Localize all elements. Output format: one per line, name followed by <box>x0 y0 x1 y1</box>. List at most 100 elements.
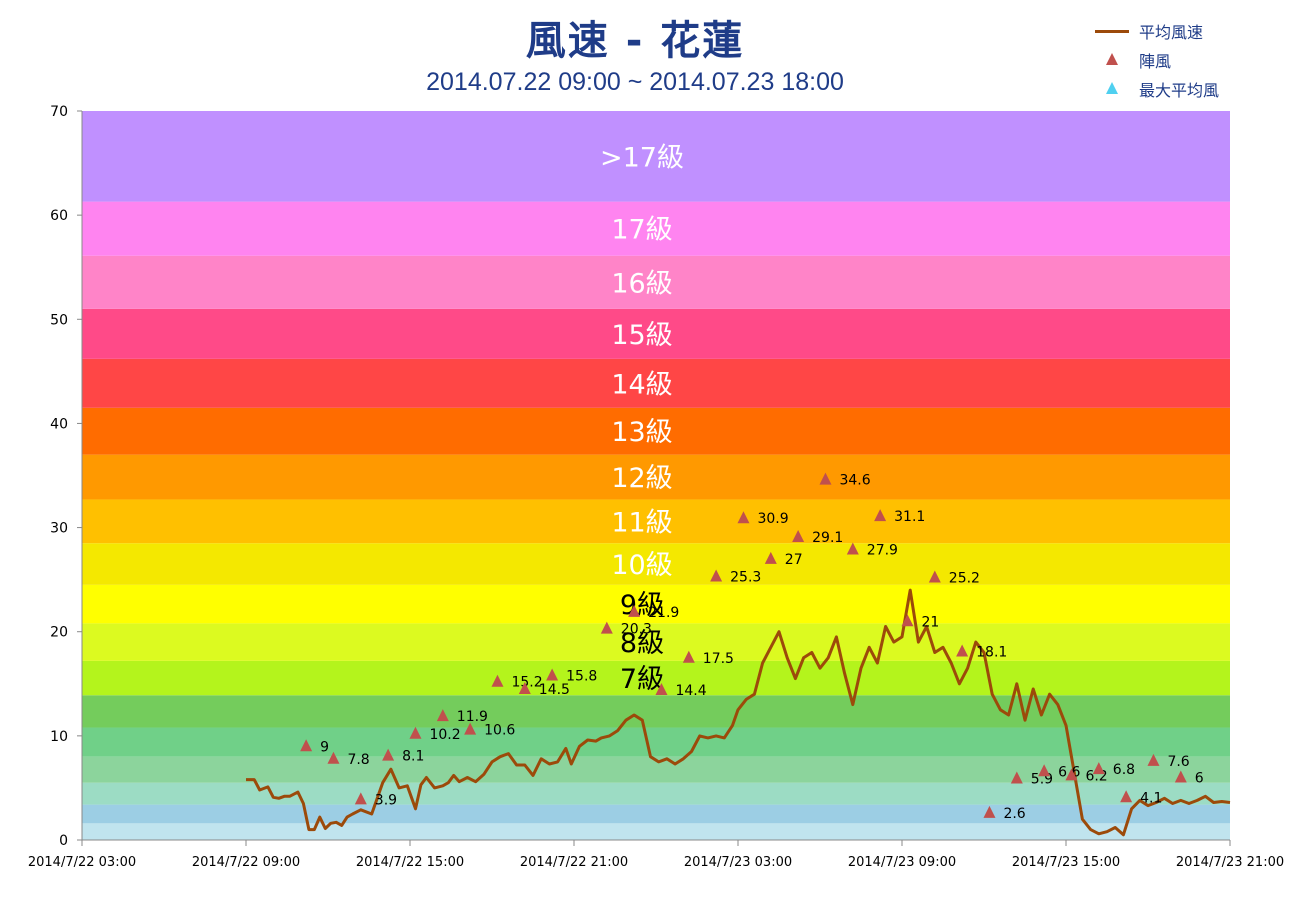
gust-data-label: 25.3 <box>730 570 761 586</box>
mean-wind-line <box>246 588 1231 837</box>
x-tick-label: 2014/7/23 09:00 <box>848 855 956 870</box>
gust-data-label: 15.8 <box>566 668 597 684</box>
gust-marker <box>928 570 941 583</box>
y-tick-label: 40 <box>50 416 68 432</box>
gust-data-label: 27.9 <box>867 542 898 558</box>
gust-marker <box>1174 770 1187 783</box>
x-tick-label: 2014/7/22 21:00 <box>520 855 628 870</box>
legend-label-mean: 平均風速 <box>1139 22 1204 42</box>
gust-data-label: 10.2 <box>429 727 460 743</box>
gust-data-label: 27 <box>785 552 803 568</box>
chart-title: 風速 - 花蓮 <box>525 18 745 64</box>
beaufort-band <box>82 623 1230 661</box>
gust-marker <box>436 709 449 722</box>
gust-marker <box>518 681 531 694</box>
gust-marker <box>600 621 613 634</box>
beaufort-band <box>82 255 1230 309</box>
gust-data-label: 31.1 <box>894 509 925 525</box>
gust-data-label: 20.3 <box>621 622 652 638</box>
gust-data-label: 15.2 <box>511 675 542 691</box>
band-label: >17級 <box>600 142 684 173</box>
gust-data-label: 6 <box>1195 771 1204 787</box>
band-label: 8級 <box>620 628 664 659</box>
gust-marker <box>901 614 914 627</box>
gust-marker <box>682 650 695 663</box>
beaufort-band <box>82 407 1230 455</box>
band-label: 14級 <box>611 369 672 400</box>
chart-legend: 平均風速 陣風 最大平均風 <box>1095 16 1219 103</box>
gust-data-label: 8.1 <box>402 749 424 765</box>
beaufort-band <box>82 584 1230 624</box>
gust-marker <box>1065 768 1078 781</box>
beaufort-band <box>82 782 1230 805</box>
gust-marker <box>956 644 969 657</box>
band-label: 16級 <box>611 268 672 299</box>
y-tick-label: 50 <box>50 312 68 328</box>
beaufort-band <box>82 308 1230 359</box>
band-label: 7級 <box>620 664 664 695</box>
y-tick-label: 20 <box>50 625 68 641</box>
chart-subtitle: 2014.07.22 09:00 ~ 2014.07.23 18:00 <box>426 68 844 96</box>
gust-marker <box>655 683 668 696</box>
band-label: 12級 <box>611 463 672 494</box>
beaufort-band <box>82 499 1230 544</box>
gust-marker <box>710 569 723 582</box>
beaufort-band <box>82 358 1230 408</box>
gust-data-label: 21.9 <box>648 605 679 621</box>
beaufort-band <box>82 823 1230 840</box>
gust-data-label: 10.6 <box>484 723 515 739</box>
gust-marker <box>1010 771 1023 784</box>
y-tick-label: 70 <box>50 104 68 120</box>
legend-item-mean: 平均風速 <box>1095 16 1219 45</box>
gust-data-label: 7.8 <box>347 752 369 768</box>
gust-data-label: 11.9 <box>457 709 488 725</box>
gust-marker <box>382 748 395 761</box>
gust-marker <box>1092 762 1105 775</box>
legend-label-max-mean: 最大平均風 <box>1139 80 1220 100</box>
gust-marker <box>300 739 313 752</box>
beaufort-band <box>82 201 1230 256</box>
gust-marker <box>737 511 750 524</box>
gust-marker <box>464 722 477 735</box>
y-tick-label: 30 <box>50 521 68 537</box>
beaufort-band <box>82 543 1230 585</box>
gust-data-label: 2.6 <box>1003 806 1025 822</box>
legend-triangle-icon <box>1095 50 1131 70</box>
beaufort-band <box>82 727 1230 757</box>
gust-marker <box>327 751 340 764</box>
band-label: 17級 <box>611 215 672 246</box>
x-tick-label: 2014/7/23 15:00 <box>1012 855 1120 870</box>
gust-data-label: 4.1 <box>1140 790 1162 806</box>
gust-data-label: 29.1 <box>812 530 843 546</box>
legend-line-icon <box>1095 21 1131 41</box>
gust-marker <box>1147 753 1160 766</box>
gust-marker <box>764 551 777 564</box>
band-label: 13級 <box>611 417 672 448</box>
y-tick-label: 10 <box>50 729 68 745</box>
gust-data-label: 25.2 <box>949 571 980 587</box>
legend-label-gust: 陣風 <box>1139 51 1172 71</box>
beaufort-band <box>82 454 1230 500</box>
beaufort-band <box>82 804 1230 824</box>
gust-marker <box>628 604 641 617</box>
x-tick-label: 2014/7/22 15:00 <box>356 855 464 870</box>
gust-data-label: 30.9 <box>757 511 788 527</box>
beaufort-band <box>82 660 1230 696</box>
beaufort-band <box>82 111 1230 202</box>
gust-marker <box>409 726 422 739</box>
legend-item-max-mean: 最大平均風 <box>1095 74 1219 103</box>
band-label: 10級 <box>611 550 672 581</box>
gust-marker <box>819 472 832 485</box>
gust-marker <box>983 805 996 818</box>
legend-item-gust: 陣風 <box>1095 45 1219 74</box>
gust-data-label: 3.9 <box>375 792 397 808</box>
gust-data-label: 9 <box>320 739 329 755</box>
gust-data-label: 14.5 <box>539 682 570 698</box>
gust-marker <box>874 509 887 522</box>
gust-marker <box>546 668 559 681</box>
gust-data-label: 14.4 <box>675 683 706 699</box>
x-tick-label: 2014/7/23 03:00 <box>684 855 792 870</box>
gust-marker <box>792 529 805 542</box>
band-label: 11級 <box>611 507 672 538</box>
